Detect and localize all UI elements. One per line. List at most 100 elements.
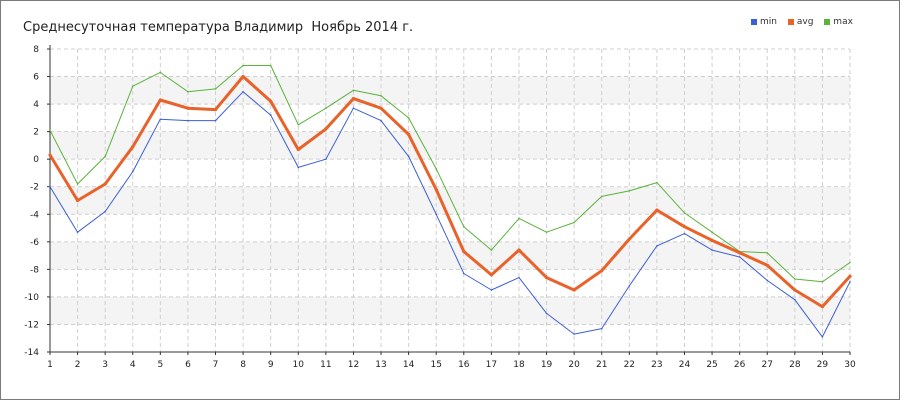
data-point-max [380, 95, 382, 97]
series-line-avg [48, 75, 852, 309]
data-point-min [242, 90, 244, 93]
series-line-min [49, 91, 851, 338]
data-point-min [380, 119, 382, 122]
data-point-avg [407, 132, 411, 136]
data-point-avg [489, 273, 493, 277]
x-tick-label: 13 [375, 360, 386, 370]
x-tick-label: 12 [348, 360, 359, 370]
grid-band [50, 241, 850, 270]
data-point-avg [544, 276, 549, 280]
x-tick-label: 27 [762, 360, 773, 370]
x-tick-label: 22 [624, 360, 635, 370]
y-tick-label: -14 [24, 348, 39, 358]
x-tick-label: 3 [102, 360, 108, 370]
grid-band [50, 131, 850, 160]
data-point-max [628, 190, 631, 192]
data-point-max [269, 64, 272, 67]
data-point-max [104, 155, 106, 158]
data-point-avg [186, 106, 190, 110]
data-point-avg [848, 274, 852, 278]
x-tick-label: 16 [458, 360, 470, 370]
x-tick-label: 14 [403, 360, 415, 370]
data-point-max [297, 123, 300, 126]
legend-label-avg: avg [796, 17, 814, 27]
data-point-max [187, 90, 189, 93]
legend-swatch-avg [787, 19, 794, 25]
grid-band [50, 296, 850, 325]
x-tick-label: 11 [320, 360, 331, 370]
data-point-max [794, 278, 796, 280]
data-point-max [821, 280, 824, 283]
data-point-avg [434, 187, 438, 192]
data-point-max [490, 249, 493, 251]
data-point-min [600, 327, 603, 330]
legend: min avg max [751, 17, 861, 28]
y-tick-label: 0 [33, 155, 39, 165]
data-point-min [76, 231, 79, 233]
data-point-max [131, 85, 134, 87]
data-point-max [214, 88, 217, 90]
x-tick-label: 20 [568, 360, 580, 370]
data-point-avg [600, 269, 604, 273]
data-point-max [545, 231, 548, 233]
data-point-avg [324, 127, 328, 131]
x-tick-label: 2 [75, 360, 81, 370]
data-point-avg [793, 288, 797, 292]
data-point-min [407, 155, 410, 158]
data-point-min [738, 256, 741, 258]
data-point-avg [517, 248, 521, 252]
data-point-min [849, 280, 851, 283]
data-point-max [600, 195, 603, 198]
x-tick-label: 28 [789, 360, 801, 370]
x-tick-label: 17 [486, 360, 497, 370]
data-point-max [325, 107, 327, 110]
x-tick-label: 5 [157, 360, 163, 370]
data-point-avg [241, 74, 245, 79]
legend-item-min: min [751, 17, 777, 28]
data-point-avg [351, 96, 356, 101]
legend-swatch-max [824, 19, 831, 25]
data-point-min [683, 232, 686, 235]
data-point-min [352, 107, 355, 110]
data-point-avg [627, 237, 631, 241]
y-tick-label: -12 [24, 320, 39, 330]
x-tick-label: 7 [213, 360, 219, 370]
chart-title: Среднесуточная температура Владимир Нояб… [23, 20, 414, 35]
legend-swatch-min [751, 19, 757, 25]
x-tick-label: 9 [268, 360, 274, 370]
y-tick-label: -4 [30, 210, 39, 220]
x-tick-label: 1 [47, 360, 53, 370]
data-point-max [76, 183, 79, 185]
data-point-avg [48, 153, 52, 157]
data-point-avg [820, 304, 825, 309]
x-tick-label: 18 [513, 360, 525, 370]
y-tick-label: 6 [33, 73, 39, 83]
data-point-min [573, 333, 575, 335]
grid-band [50, 186, 850, 215]
data-point-min [104, 210, 106, 213]
series-points-max [49, 64, 851, 283]
data-point-min [269, 114, 272, 116]
legend-item-max: max [824, 17, 853, 28]
data-point-avg [738, 251, 742, 255]
data-point-avg [75, 198, 80, 203]
data-point-max [352, 89, 355, 92]
x-tick-label: 19 [541, 360, 553, 370]
data-point-avg [158, 98, 162, 102]
legend-label-min: min [760, 17, 777, 27]
data-point-min [518, 276, 520, 279]
data-point-min [435, 213, 438, 216]
data-point-min [131, 170, 134, 173]
data-point-avg [572, 288, 576, 292]
x-tick-label: 30 [844, 360, 856, 370]
data-point-min [545, 312, 548, 315]
y-tick-label: 4 [33, 100, 39, 110]
y-tick-label: -6 [30, 238, 39, 248]
grid-bands [50, 76, 850, 325]
data-point-max [711, 231, 713, 233]
data-point-max [656, 181, 658, 184]
x-tick-label: 4 [130, 360, 136, 370]
x-tick-label: 26 [734, 360, 746, 370]
data-point-min [490, 289, 493, 291]
